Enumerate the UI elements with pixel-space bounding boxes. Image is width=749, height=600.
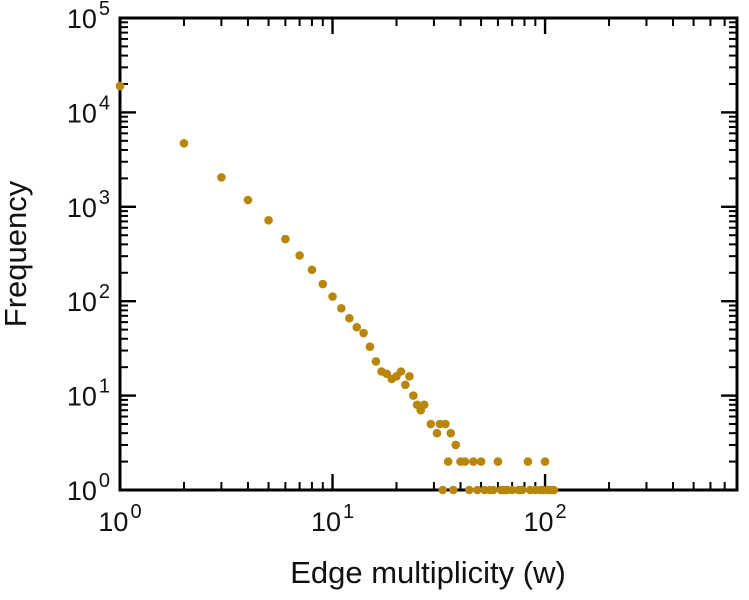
data-point bbox=[460, 457, 470, 466]
data-point bbox=[432, 428, 442, 438]
tick-label: 10 1 bbox=[67, 376, 110, 412]
tick-label: 10 5 bbox=[67, 0, 110, 34]
data-point bbox=[517, 485, 527, 495]
data-point bbox=[426, 419, 436, 429]
data-point bbox=[451, 440, 461, 450]
data-point bbox=[448, 485, 458, 495]
data-point bbox=[540, 457, 550, 466]
data-point bbox=[337, 304, 346, 313]
data-point bbox=[115, 81, 125, 91]
data-point bbox=[295, 251, 304, 260]
data-point bbox=[507, 485, 517, 495]
tick-label: 10 0 bbox=[98, 501, 141, 537]
data-point bbox=[217, 173, 226, 182]
tick-label: 10 3 bbox=[67, 187, 110, 223]
axis-ticks bbox=[118, 16, 738, 492]
data-point bbox=[549, 485, 559, 495]
data-point bbox=[281, 234, 290, 244]
plot-frame bbox=[118, 16, 739, 492]
data-point bbox=[179, 139, 189, 148]
data-points bbox=[115, 81, 559, 495]
data-point bbox=[493, 457, 503, 466]
data-point bbox=[419, 400, 429, 410]
data-point bbox=[318, 279, 328, 289]
data-point bbox=[446, 428, 456, 438]
data-point bbox=[476, 457, 486, 466]
tick-label: 10 2 bbox=[523, 501, 566, 537]
data-point bbox=[365, 342, 375, 351]
data-point bbox=[352, 322, 362, 332]
data-point bbox=[473, 485, 482, 495]
data-point bbox=[438, 485, 448, 495]
x-axis-label: Edge multiplicity (w) bbox=[290, 555, 566, 590]
tick-label: 10 0 bbox=[67, 470, 110, 506]
data-point bbox=[264, 215, 273, 225]
data-point bbox=[443, 457, 453, 466]
data-point bbox=[401, 380, 410, 390]
data-point bbox=[307, 265, 317, 275]
tick-label: 10 1 bbox=[311, 501, 354, 537]
data-point bbox=[409, 391, 418, 400]
data-point bbox=[328, 292, 337, 301]
data-point bbox=[345, 313, 354, 323]
y-axis-label: Frequency bbox=[0, 180, 33, 327]
data-point bbox=[464, 485, 474, 495]
tick-label: 10 2 bbox=[67, 281, 110, 317]
data-point bbox=[469, 457, 478, 466]
data-point bbox=[405, 372, 414, 381]
data-point bbox=[371, 357, 381, 366]
data-point bbox=[441, 419, 450, 429]
tick-label: 10 4 bbox=[67, 92, 110, 128]
data-point bbox=[243, 195, 253, 205]
data-point bbox=[359, 328, 368, 338]
data-point bbox=[396, 367, 406, 376]
tick-labels: 10 0 10 1 10 2 10 0 10 1 10 2 10 3 10 4 10 5 bbox=[67, 0, 567, 537]
data-point bbox=[488, 485, 498, 495]
data-point bbox=[523, 457, 533, 466]
